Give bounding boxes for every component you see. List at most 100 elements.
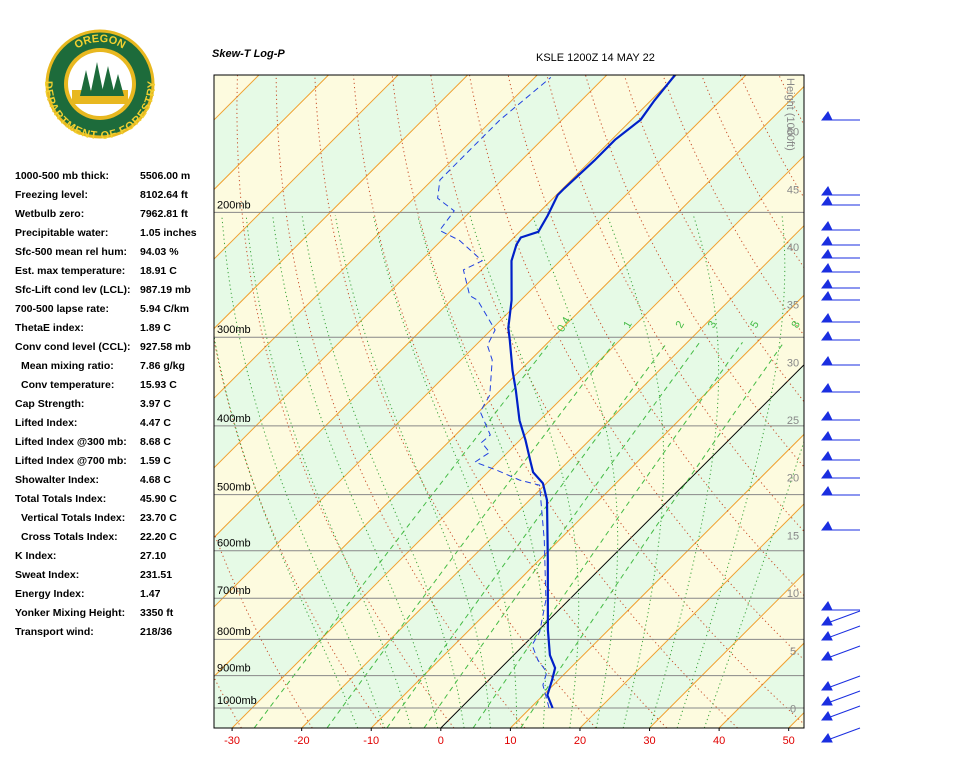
index-value: 27.10 — [140, 550, 166, 562]
index-label: K Index: — [15, 550, 56, 562]
barb-flag — [821, 616, 833, 626]
index-label: Lifted Index @700 mb: — [15, 455, 127, 467]
index-label: 1000-500 mb thick: — [15, 170, 109, 182]
x-tick-label: -10 — [363, 735, 379, 747]
isotherm — [510, 433, 804, 728]
moist-adiabat — [334, 215, 491, 728]
dry-adiabat — [818, 75, 960, 728]
index-value: 18.91 C — [140, 265, 177, 277]
index-value: 7962.81 ft — [140, 208, 188, 220]
barb-flag — [821, 111, 833, 121]
x-tick-label: 10 — [504, 735, 516, 747]
dewpoint-trace — [437, 77, 552, 709]
mixing-ratio-label: 1 — [621, 319, 634, 330]
band — [928, 75, 960, 728]
y-tick-label: 200mb — [217, 199, 251, 211]
height-tick-label: 45 — [787, 184, 799, 196]
height-tick-label: 15 — [787, 530, 799, 542]
barb-flag — [821, 631, 833, 641]
barb-flag — [821, 601, 833, 611]
isotherm — [440, 364, 804, 728]
y-tick-label: 1000mb — [217, 695, 257, 707]
index-value: 1.47 — [140, 588, 161, 600]
index-value: 7.86 g/kg — [140, 360, 185, 372]
index-value: 22.20 C — [140, 531, 177, 543]
index-value: 8.68 C — [140, 436, 171, 448]
barb-flag — [821, 681, 833, 691]
logo-top-text: OREGON — [73, 33, 128, 52]
moist-adiabat — [417, 215, 546, 728]
index-label: Showalter Index: — [15, 474, 99, 486]
index-label: Mean mixing ratio: — [21, 360, 114, 372]
barb-flag — [821, 221, 833, 231]
moist-adiabat — [214, 333, 359, 728]
x-tick-label: -30 — [224, 735, 240, 747]
isotherm — [370, 294, 804, 728]
dry-adiabat — [778, 75, 804, 126]
isotherm — [214, 75, 399, 260]
barb-flag — [821, 279, 833, 289]
index-label: Transport wind: — [15, 626, 94, 638]
moist-adiabat — [245, 215, 412, 728]
index-label: Precipitable water: — [15, 227, 108, 239]
y-tick-label: 300mb — [217, 324, 251, 336]
mixing-ratio-line — [386, 342, 668, 728]
barb-flag — [821, 411, 833, 421]
index-value: 1.89 C — [140, 322, 171, 334]
index-label: Lifted Index @300 mb: — [15, 436, 127, 448]
barb-flag — [821, 521, 833, 531]
index-value: 8102.64 ft — [140, 189, 188, 201]
chart-subtitle: KSLE 1200Z 14 MAY 22 — [536, 52, 655, 64]
barb-flag — [821, 291, 833, 301]
y-tick-label: 600mb — [217, 538, 251, 550]
dry-adiabat — [856, 75, 960, 728]
mixing-ratio-line — [326, 341, 616, 728]
isotherm — [579, 503, 804, 728]
moist-adiabat — [221, 215, 386, 728]
index-value: 4.47 C — [140, 417, 171, 429]
dry-adiabat — [934, 75, 960, 728]
index-label: Freezing level: — [15, 189, 88, 201]
index-value: 1.59 C — [140, 455, 171, 467]
barb-flag — [821, 469, 833, 479]
index-label: Sfc-Lift cond lev (LCL): — [15, 284, 131, 296]
index-value: 5506.00 m — [140, 170, 190, 182]
y-tick-label: 400mb — [217, 413, 251, 425]
index-value: 15.93 C — [140, 379, 177, 391]
barb-flag — [821, 431, 833, 441]
moist-adiabat — [372, 215, 518, 728]
index-label: Total Totals Index: — [15, 493, 106, 505]
index-label: Sfc-500 mean rel hum: — [15, 246, 127, 258]
index-value: 5.94 C/km — [140, 303, 189, 315]
index-label: 700-500 lapse rate: — [15, 303, 109, 315]
x-tick-label: 30 — [643, 735, 655, 747]
index-label: Est. max temperature: — [15, 265, 125, 277]
barb-flag — [821, 196, 833, 206]
x-tick-label: 0 — [438, 735, 444, 747]
index-label: Conv cond level (CCL): — [15, 341, 131, 353]
barb-flag — [821, 733, 833, 743]
height-axis-label: Height (1000ft) — [784, 78, 796, 151]
moist-adiabat — [469, 215, 580, 728]
isotherm — [214, 75, 747, 608]
index-label: Cap Strength: — [15, 398, 84, 410]
barb-flag — [821, 249, 833, 259]
barb-flag — [821, 313, 833, 323]
chart-title: Skew-T Log-P — [212, 48, 285, 60]
barb-flag — [821, 383, 833, 393]
y-tick-label: 900mb — [217, 662, 251, 674]
height-tick-label: 0 — [790, 703, 796, 715]
index-value: 927.58 mb — [140, 341, 191, 353]
index-value: 3350 ft — [140, 607, 174, 619]
y-tick-label: 700mb — [217, 585, 251, 597]
barb-flag — [821, 696, 833, 706]
index-label: Wetbulb zero: — [15, 208, 84, 220]
temperature-trace — [507, 75, 676, 709]
x-tick-label: -20 — [294, 735, 310, 747]
isotherm — [214, 75, 608, 469]
barb-flag — [821, 486, 833, 496]
mixing-ratio-label: 2 — [674, 319, 687, 330]
index-value: 4.68 C — [140, 474, 171, 486]
mixing-ratio-label: 5 — [748, 319, 761, 330]
isotherm — [214, 75, 329, 191]
